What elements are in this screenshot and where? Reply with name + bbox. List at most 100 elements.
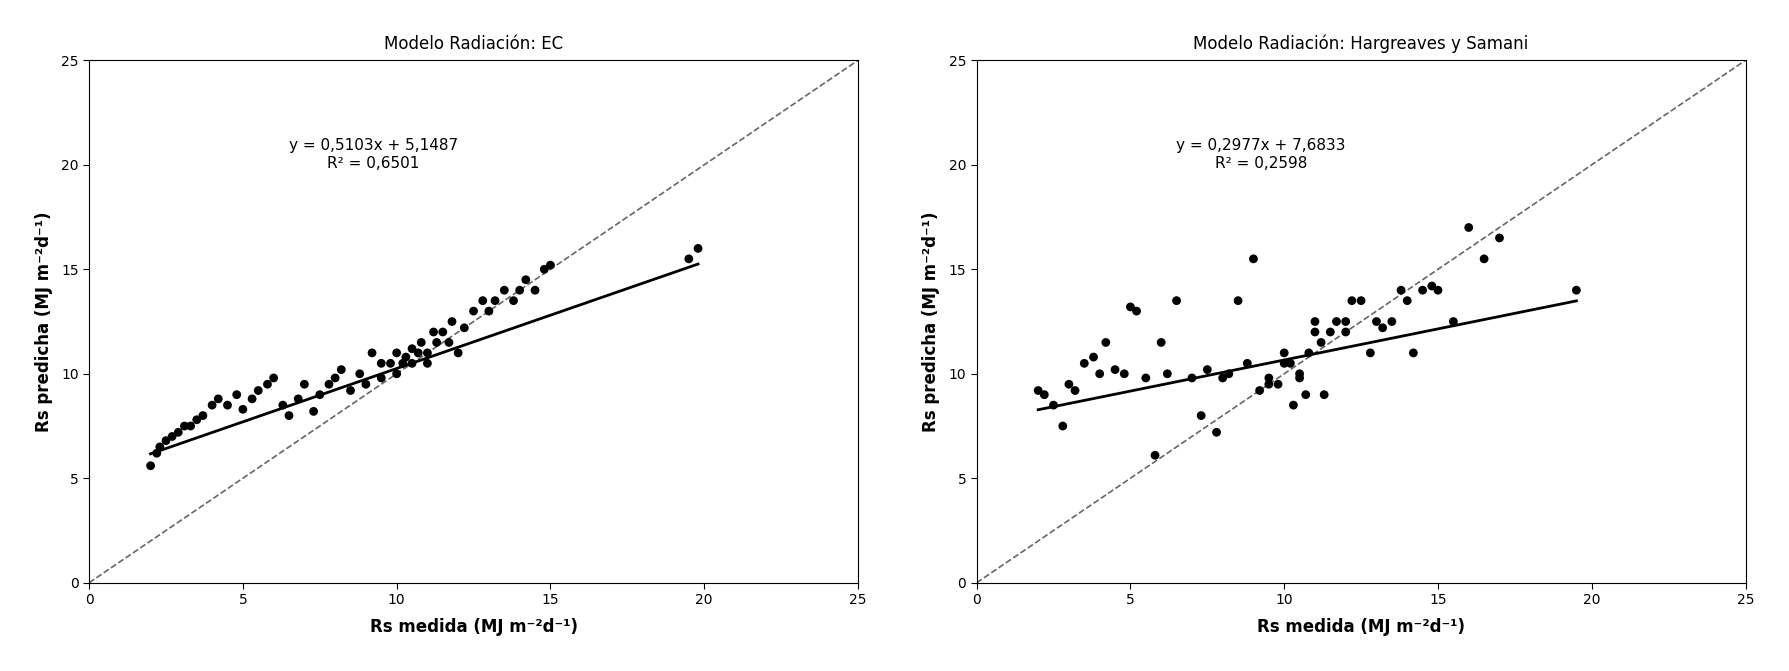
Point [1240,254,1268,264]
Point [1562,285,1590,295]
Point [284,393,313,404]
Point [306,389,335,400]
Point [1454,222,1483,233]
Point [1039,400,1068,411]
Point [383,368,411,379]
Point [1215,368,1243,379]
Point [1408,285,1437,295]
Point [199,400,227,411]
Point [1386,285,1415,295]
Point [1061,385,1090,396]
Point [444,348,472,358]
Point [388,358,417,368]
Point [177,421,206,431]
Point [290,379,318,390]
Point [315,379,343,390]
Point [352,379,381,390]
Title: Modelo Radiación: Hargreaves y Samani: Modelo Radiación: Hargreaves y Samani [1193,35,1530,53]
Point [1208,372,1236,383]
Point [1186,410,1215,421]
Point [521,285,549,295]
Point [481,295,510,306]
Point [1245,385,1274,396]
Point [1378,316,1406,327]
Point [222,389,250,400]
Point [320,372,349,383]
Point [1394,295,1422,306]
Point [188,410,216,421]
Point [537,260,565,270]
X-axis label: Rs medida (MJ m⁻²d⁻¹): Rs medida (MJ m⁻²d⁻¹) [370,618,578,636]
Point [383,348,411,358]
Point [1109,368,1138,379]
Point [392,352,420,362]
Point [422,337,451,348]
Point [259,372,288,383]
Point [1310,389,1338,400]
Point [1079,352,1107,362]
Point [1131,372,1159,383]
Point [327,364,356,375]
Point [490,285,519,295]
Point [1356,348,1385,358]
Point [1331,327,1360,338]
Point [1331,316,1360,327]
Point [136,460,165,471]
Point [1338,295,1367,306]
Point [157,431,186,442]
Point [683,243,712,254]
Point [1091,337,1120,348]
Point [1285,368,1313,379]
Point [674,254,703,264]
Point [1485,233,1513,244]
Point [143,448,172,458]
Point [1147,337,1175,348]
X-axis label: Rs medida (MJ m⁻²d⁻¹): Rs medida (MJ m⁻²d⁻¹) [1258,618,1465,636]
Point [268,400,297,411]
Point [1141,450,1170,461]
Point [1295,348,1324,358]
Point [460,306,488,317]
Point [1202,427,1231,437]
Point [1048,421,1077,431]
Point [1100,364,1129,375]
Point [229,404,258,415]
Point [170,421,199,431]
Y-axis label: Rs predicha (MJ m⁻²d⁻¹): Rs predicha (MJ m⁻²d⁻¹) [34,211,52,432]
Point [276,410,304,421]
Point [413,348,442,358]
Point [367,358,395,368]
Point [1471,254,1499,264]
Point [1276,358,1304,368]
Point [182,415,211,425]
Point [1301,327,1329,338]
Point [1399,348,1428,358]
Y-axis label: Rs predicha (MJ m⁻²d⁻¹): Rs predicha (MJ m⁻²d⁻¹) [923,211,941,432]
Point [1285,372,1313,383]
Point [1292,389,1320,400]
Point [358,348,386,358]
Point [1301,316,1329,327]
Point [345,368,374,379]
Point [1279,400,1308,411]
Point [1438,316,1467,327]
Point [336,385,365,396]
Point [451,323,479,333]
Point [1417,280,1446,291]
Point [367,372,395,383]
Point [419,327,447,338]
Point [152,435,181,446]
Point [512,274,540,285]
Point [429,327,458,338]
Point [1030,389,1059,400]
Point [1361,316,1390,327]
Point [504,285,533,295]
Point [397,344,426,354]
Point [204,393,233,404]
Point [469,295,497,306]
Point [1254,379,1283,390]
Point [413,358,442,368]
Point [145,442,174,452]
Point [1122,306,1150,317]
Point [438,316,467,327]
